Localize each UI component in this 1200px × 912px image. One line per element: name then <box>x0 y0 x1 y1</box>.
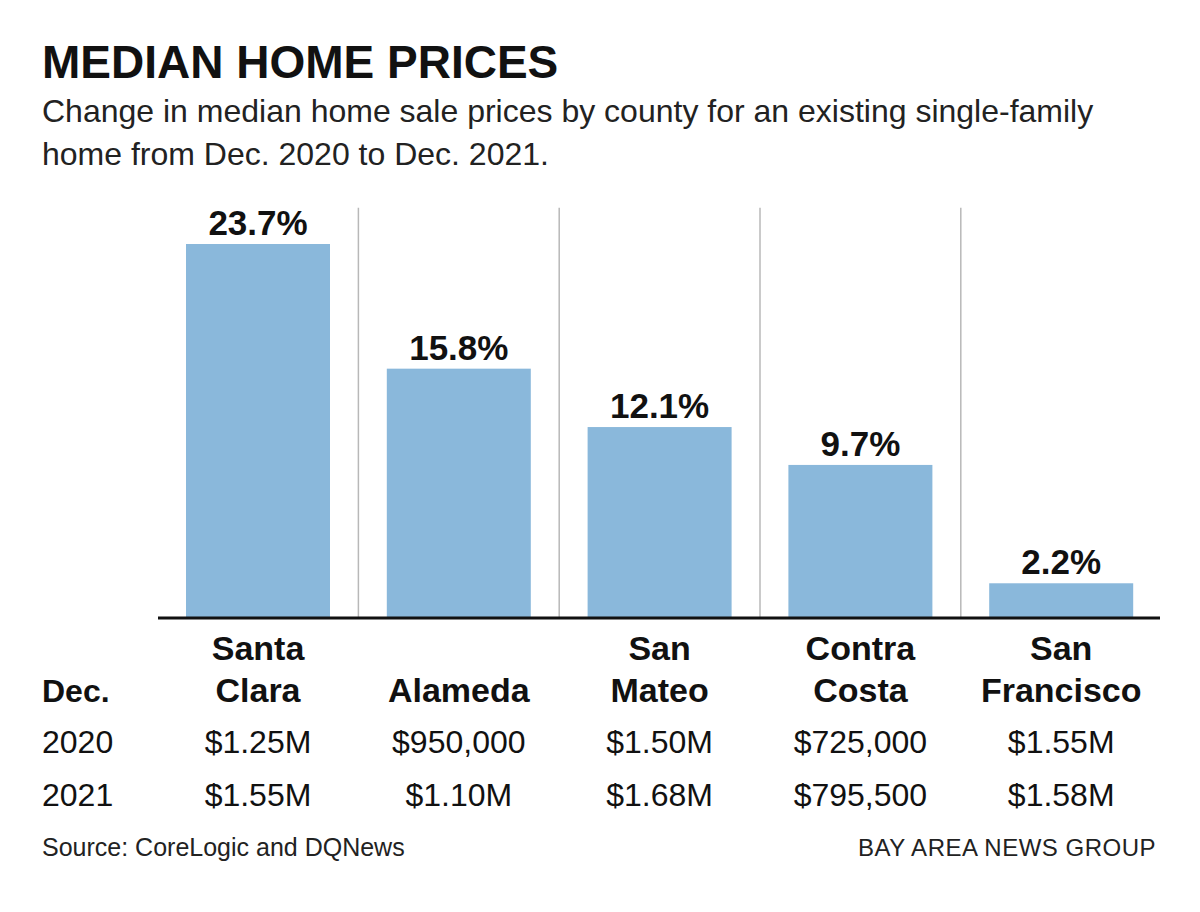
table-price: $1.58M <box>1008 777 1115 813</box>
table-year: 2020 <box>42 724 113 760</box>
chart: MEDIAN HOME PRICES Change in median home … <box>0 0 1200 912</box>
bar <box>186 244 330 618</box>
category-label: Alameda <box>388 671 531 709</box>
data-label: 2.2% <box>1021 542 1101 581</box>
data-label: 12.1% <box>610 386 709 425</box>
table-row-header: Dec. <box>42 673 110 709</box>
table-price: $1.10M <box>405 777 512 813</box>
table-price: $725,000 <box>794 724 927 760</box>
category-label-line: San <box>1030 629 1092 667</box>
table-price: $1.50M <box>606 724 713 760</box>
category-label-line: Costa <box>813 671 909 709</box>
category-label-line: Alameda <box>388 671 531 709</box>
category-label-line: Clara <box>215 671 301 709</box>
data-label: 9.7% <box>821 424 901 463</box>
bar <box>588 427 732 618</box>
table-price: $950,000 <box>392 724 525 760</box>
category-label: Santa Clara <box>212 629 306 709</box>
title: MEDIAN HOME PRICES <box>42 36 558 88</box>
column-divider <box>358 208 360 618</box>
column-divider <box>960 208 962 618</box>
table-price: $1.25M <box>205 724 312 760</box>
category-label-line: San <box>628 629 690 667</box>
table-price: $1.68M <box>606 777 713 813</box>
table-price: $1.55M <box>1008 724 1115 760</box>
category-label: San Mateo <box>610 629 708 709</box>
baseline <box>158 617 1160 620</box>
subtitle-line: home from Dec. 2020 to Dec. 2021. <box>42 136 549 172</box>
column-divider <box>759 208 761 618</box>
category-label-line: Contra <box>806 629 917 667</box>
bar <box>788 465 932 618</box>
table-price: $1.55M <box>205 777 312 813</box>
category-label: San Francisco <box>981 629 1142 709</box>
bar <box>989 583 1133 618</box>
table-year: 2021 <box>42 777 113 813</box>
category-label-line: Mateo <box>610 671 708 709</box>
subtitle-line: Change in median home sale prices by cou… <box>42 93 1093 129</box>
data-label: 23.7% <box>208 203 307 242</box>
table-price: $795,500 <box>794 777 927 813</box>
source: Source: CoreLogic and DQNews <box>42 833 405 861</box>
category-label-line: Santa <box>212 629 306 667</box>
credit: BAY AREA NEWS GROUP <box>858 834 1156 861</box>
column-divider <box>558 208 560 618</box>
bars <box>186 244 1133 618</box>
bar <box>387 369 531 618</box>
data-label: 15.8% <box>409 328 508 367</box>
subtitle: Change in median home sale prices by cou… <box>42 93 1093 172</box>
category-label-line: Francisco <box>981 671 1142 709</box>
category-label: Contra Costa <box>806 629 917 709</box>
